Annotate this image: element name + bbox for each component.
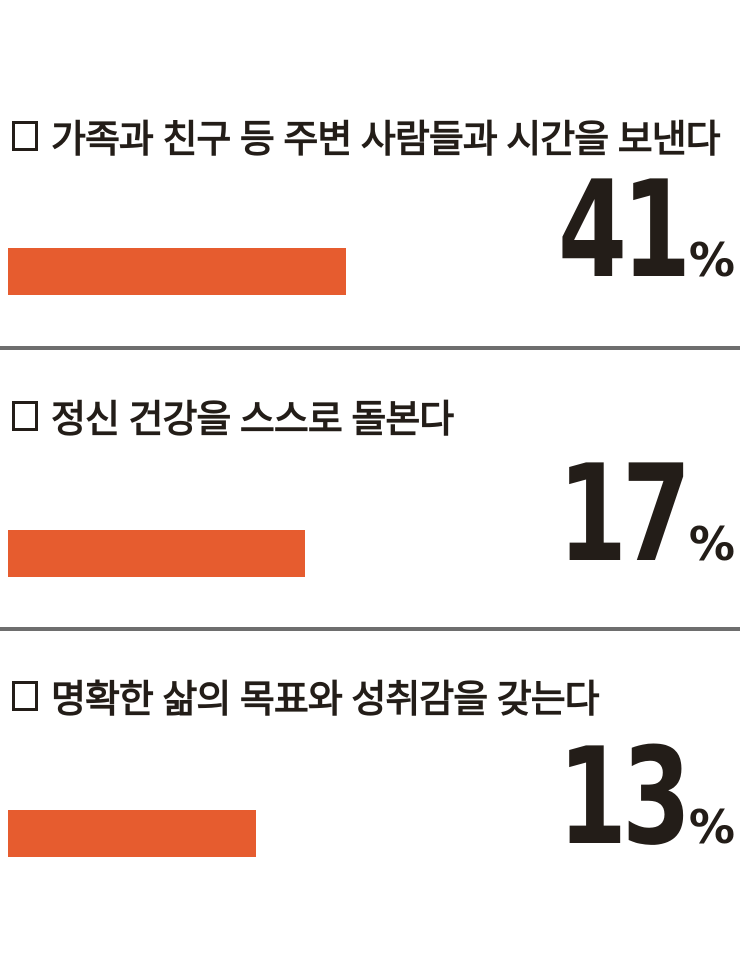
item-value: 41 % — [513, 152, 735, 308]
section-divider — [0, 627, 740, 631]
bar — [8, 248, 346, 295]
checkbox-icon — [12, 400, 38, 431]
chart-item-label-row: 정신 건강을 스스로 돌본다 — [12, 388, 454, 443]
percent-sign: % — [688, 233, 735, 287]
checkbox-icon — [12, 680, 38, 711]
item-value: 13 % — [513, 719, 735, 875]
checkbox-icon — [12, 120, 38, 151]
chart-item-label-row: 가족과 친구 등 주변 사람들과 시간을 보낸다 — [12, 108, 721, 163]
chart-item-label-row: 명확한 삶의 목표와 성취감을 갖는다 — [12, 668, 600, 723]
bar — [8, 810, 256, 857]
percent-sign: % — [688, 517, 735, 571]
bar — [8, 530, 305, 577]
value-number: 17 — [557, 436, 691, 592]
item-label: 명확한 삶의 목표와 성취감을 갖는다 — [51, 679, 600, 721]
item-label: 정신 건강을 스스로 돌본다 — [51, 399, 454, 441]
item-label: 가족과 친구 등 주변 사람들과 시간을 보낸다 — [51, 119, 721, 161]
section-divider — [0, 346, 740, 350]
value-number: 41 — [557, 152, 691, 308]
value-number: 13 — [557, 719, 691, 875]
item-value: 17 % — [513, 436, 735, 592]
percent-sign: % — [688, 800, 735, 854]
